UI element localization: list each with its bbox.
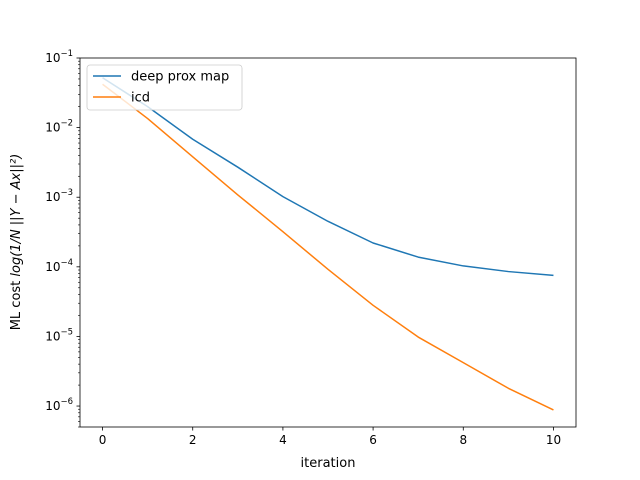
y-tick-label: 10−6 xyxy=(45,397,73,413)
legend-box xyxy=(86,64,243,111)
x-axis: 0 2 4 6 8 10 xyxy=(99,427,561,447)
x-tick-label: 0 xyxy=(99,433,107,447)
x-axis-label: iteration xyxy=(301,456,356,471)
y-tick-label: 10−5 xyxy=(45,327,73,343)
x-tick-label: 6 xyxy=(369,433,377,447)
legend: deep prox map icd xyxy=(86,64,243,111)
y-tick-label: 10−2 xyxy=(45,119,73,135)
y-tick-label: 10−3 xyxy=(45,188,73,204)
legend-label-0: deep prox map xyxy=(131,70,229,85)
legend-label-1: icd xyxy=(131,91,150,106)
y-axis-label-text: ML cost xyxy=(9,281,24,331)
x-tick-label: 2 xyxy=(189,433,197,447)
y-tick-label: 10−4 xyxy=(45,258,73,274)
y-axis-label-group: ML cost log(1/N ||Y − Ax||²) xyxy=(9,154,24,331)
series-line-1 xyxy=(102,83,554,411)
y-axis-label-math: log(1/N ||Y − Ax||²) xyxy=(9,154,24,277)
x-tick-label: 8 xyxy=(459,433,467,447)
series-line-0 xyxy=(102,77,554,277)
x-tick-label: 4 xyxy=(279,433,287,447)
y-axis: 10−6 10−5 10−4 10−3 10−2 10−1 xyxy=(45,49,80,428)
series-layer xyxy=(102,77,554,411)
plot-frame xyxy=(79,57,577,428)
y-tick-label: 10−1 xyxy=(45,49,73,65)
x-tick-label: 10 xyxy=(546,433,561,447)
y-axis-label: ML cost log(1/N ||Y − Ax||²) xyxy=(9,154,24,331)
